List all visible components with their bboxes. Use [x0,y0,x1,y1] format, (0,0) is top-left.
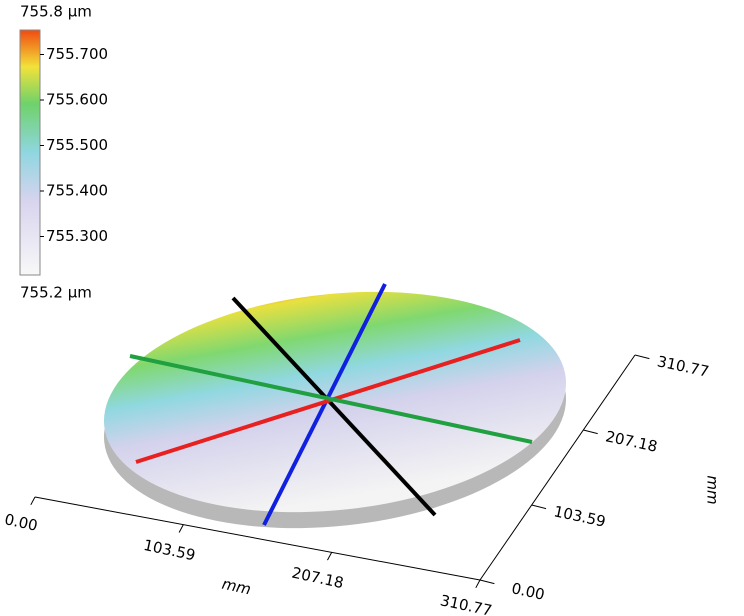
profile-line [262,283,387,526]
colorbar [19,29,41,276]
y-axis [479,354,636,581]
y-tick-label: 207.18 [604,427,659,456]
x-tick-label: 310.77 [439,591,494,616]
profile-line [135,338,521,464]
colorbar-tick-label: 755.700 [46,45,108,63]
x-tick-label: 0.00 [3,510,39,535]
x-tick [327,552,333,561]
surface [103,283,567,529]
x-tick-label: 207.18 [290,564,345,593]
y-tick-label: 310.77 [656,352,711,381]
colorbar-max-label: 755.8 µm [20,3,92,21]
x-tick [30,496,36,506]
colorbar-min-label: 755.2 µm [20,284,92,302]
colorbar-tick-label: 755.500 [46,136,108,154]
x-tick [475,579,481,589]
y-tick-label: 0.00 [510,579,546,604]
surface-top [103,291,567,513]
colorbar-tick-label: 755.300 [46,227,108,245]
y-tick [634,354,650,360]
y-tick [479,579,495,585]
x-axis [34,496,481,581]
y-axis-label: mm [704,475,722,504]
x-tick [178,524,184,533]
x-tick-label: 103.59 [142,536,197,565]
profile-line [231,296,437,517]
y-tick-label: 103.59 [552,502,607,531]
x-axis-label: mm [220,575,252,599]
colorbar-tick-label: 755.600 [46,91,108,109]
colorbar-tick-label: 755.400 [46,182,108,200]
profile-line [129,354,533,444]
y-tick [531,504,547,510]
y-tick [583,429,598,435]
